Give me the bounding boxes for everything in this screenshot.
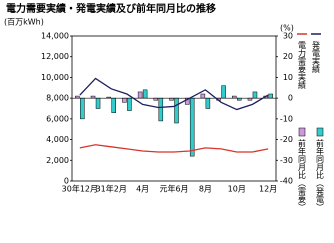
bar <box>75 95 80 99</box>
y2-tick-label: -10 <box>280 114 293 123</box>
bar <box>127 97 132 111</box>
bar <box>90 95 96 99</box>
y-tick-label: 4,000 <box>46 135 69 144</box>
bar <box>200 93 206 99</box>
bar <box>232 95 237 99</box>
bar <box>268 93 273 99</box>
y2-axis-label: (%) <box>280 24 294 33</box>
y-tick-label: 2,000 <box>46 156 69 165</box>
legend-label: 前年同月比（発電） <box>316 138 325 211</box>
legend-label: 発電実績 <box>312 41 321 74</box>
y-tick-label: 0 <box>64 177 69 186</box>
x-tick-label: 4月 <box>136 185 149 194</box>
legend-label: 前年同月比（需要） <box>298 138 307 211</box>
x-tick-label: 元年6月 <box>159 184 188 194</box>
y2-tick-label: 10 <box>283 73 293 82</box>
y-axis-label: (百万kWh) <box>4 18 44 27</box>
bar <box>247 97 253 101</box>
bar <box>158 97 164 122</box>
x-tick-label: 8月 <box>199 185 212 194</box>
bar <box>237 97 242 101</box>
bar <box>221 85 226 99</box>
y2-tick-label: -20 <box>280 135 293 144</box>
x-tick-label: 10月 <box>228 185 246 194</box>
y-tick-label: 8,000 <box>46 94 69 103</box>
x-tick-label: 31年2月 <box>96 184 127 194</box>
y-tick-label: 12,000 <box>41 52 69 61</box>
bar <box>142 89 148 99</box>
bar <box>153 97 159 101</box>
bar <box>189 97 195 157</box>
bar <box>137 91 143 99</box>
legend-swatch <box>298 127 306 137</box>
bar <box>174 97 179 124</box>
plot-frame <box>71 35 277 182</box>
y2-tick-label: -40 <box>280 177 293 186</box>
y-tick-label: 14,000 <box>41 32 69 41</box>
bar <box>169 97 174 101</box>
legend-swatch <box>316 127 324 137</box>
bar <box>252 91 258 99</box>
y-tick-label: 10,000 <box>41 73 69 82</box>
x-tick-label: 12月 <box>259 185 277 194</box>
line <box>79 144 269 153</box>
y2-tick-label: -30 <box>280 156 293 165</box>
y2-tick-label: 0 <box>288 94 293 103</box>
chart-title: 電力需要実績・発電実績及び前年同月比の推移 <box>6 2 216 15</box>
bar <box>95 97 101 109</box>
bar <box>205 97 211 109</box>
legend-label: 電力需要実績 <box>298 41 307 90</box>
y2-tick-label: 30 <box>283 32 293 41</box>
bar <box>122 97 127 103</box>
y2-tick-label: 20 <box>283 52 293 61</box>
y-tick-label: 6,000 <box>46 114 69 123</box>
bar <box>80 97 85 120</box>
x-tick-label: 30年12月 <box>62 184 98 194</box>
bar <box>111 97 116 113</box>
line <box>79 77 269 111</box>
